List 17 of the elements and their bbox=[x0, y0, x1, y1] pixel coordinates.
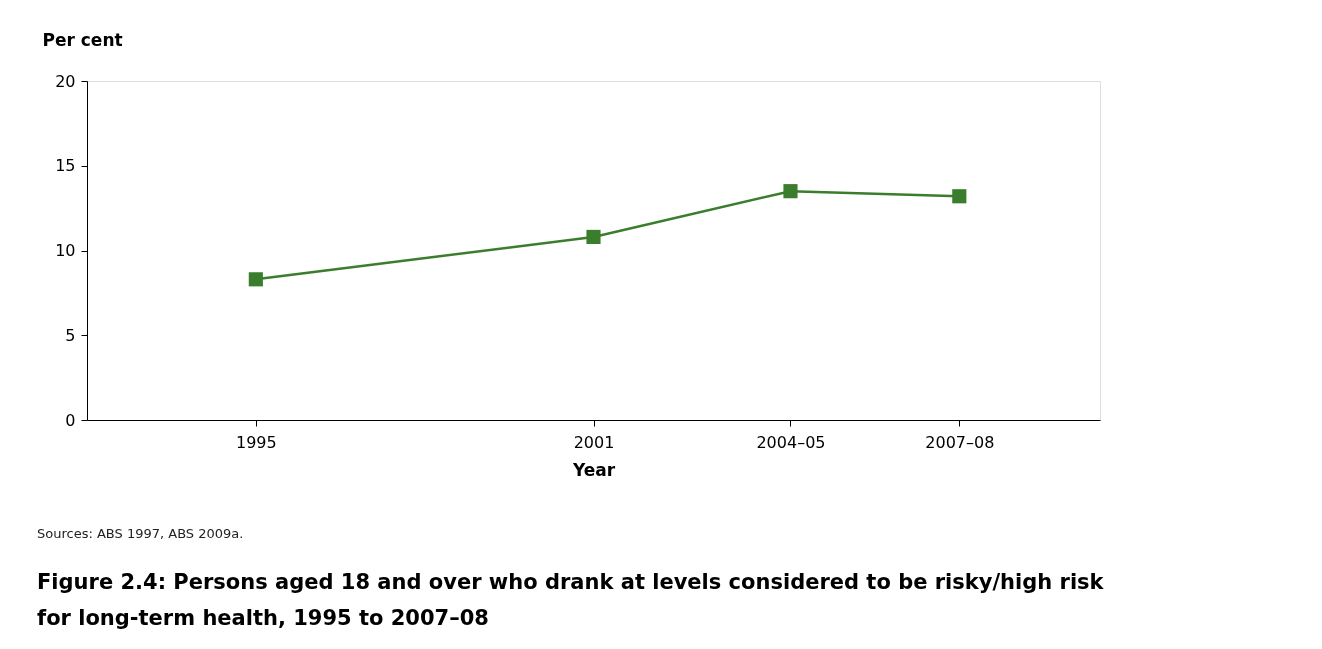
x-tick-label: 1995 bbox=[235, 432, 277, 452]
y-tick-label: 15 bbox=[55, 156, 76, 176]
point bbox=[248, 272, 263, 287]
x-axis-title: Year bbox=[571, 459, 616, 480]
x-tick-label: 2004–05 bbox=[756, 432, 826, 452]
y-tick-label: 0 bbox=[65, 410, 76, 430]
text: Figure 2.4: Persons aged 18 and over who drank at levels considered to be risky/high risk for long-term health, 1995 to 2007–08 bbox=[37, 570, 1105, 630]
source-note: Sources: ABS 1997, ABS 2009a. bbox=[37, 526, 244, 541]
point bbox=[586, 229, 601, 245]
x-tick-label: 2001 bbox=[573, 432, 615, 452]
y-axis-title: Per cent bbox=[42, 29, 123, 50]
y-tick-label: 20 bbox=[55, 71, 76, 91]
y-tick-label: 10 bbox=[55, 241, 76, 260]
point bbox=[952, 189, 967, 204]
y-tick-label: 5 bbox=[65, 325, 76, 345]
point bbox=[783, 184, 798, 199]
x-tick-label: 2007–08 bbox=[925, 432, 995, 452]
